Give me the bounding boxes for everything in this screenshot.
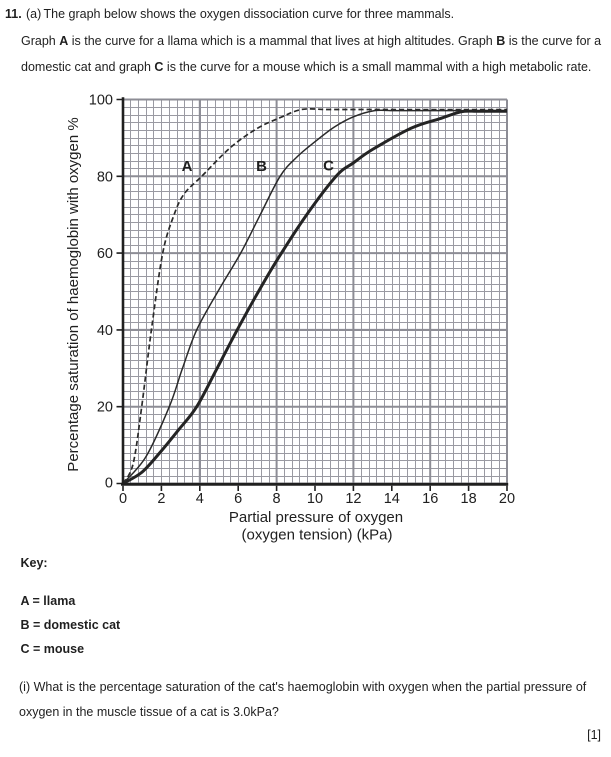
- svg-text:60: 60: [97, 246, 113, 262]
- svg-text:0: 0: [105, 476, 113, 492]
- svg-text:18: 18: [461, 491, 477, 507]
- svg-text:40: 40: [97, 323, 113, 339]
- svg-text:C: C: [323, 158, 334, 175]
- svg-text:4: 4: [196, 491, 204, 507]
- svg-text:A: A: [182, 158, 193, 175]
- svg-text:16: 16: [422, 491, 438, 507]
- svg-text:100: 100: [89, 93, 113, 109]
- svg-text:0: 0: [119, 491, 127, 507]
- svg-text:20: 20: [97, 400, 113, 416]
- svg-text:Partial pressure of oxygen: Partial pressure of oxygen: [229, 509, 403, 526]
- svg-text:14: 14: [384, 491, 400, 507]
- svg-text:20: 20: [499, 491, 515, 507]
- svg-text:Percentage saturation of haemo: Percentage saturation of haemoglobin wit…: [65, 117, 82, 471]
- svg-text:12: 12: [345, 491, 361, 507]
- svg-text:2: 2: [157, 491, 165, 507]
- svg-text:10: 10: [307, 491, 323, 507]
- svg-text:(oxygen tension) (kPa): (oxygen tension) (kPa): [242, 527, 393, 544]
- svg-text:6: 6: [234, 491, 242, 507]
- svg-text:80: 80: [97, 169, 113, 185]
- svg-text:B: B: [256, 158, 267, 175]
- svg-text:8: 8: [273, 491, 281, 507]
